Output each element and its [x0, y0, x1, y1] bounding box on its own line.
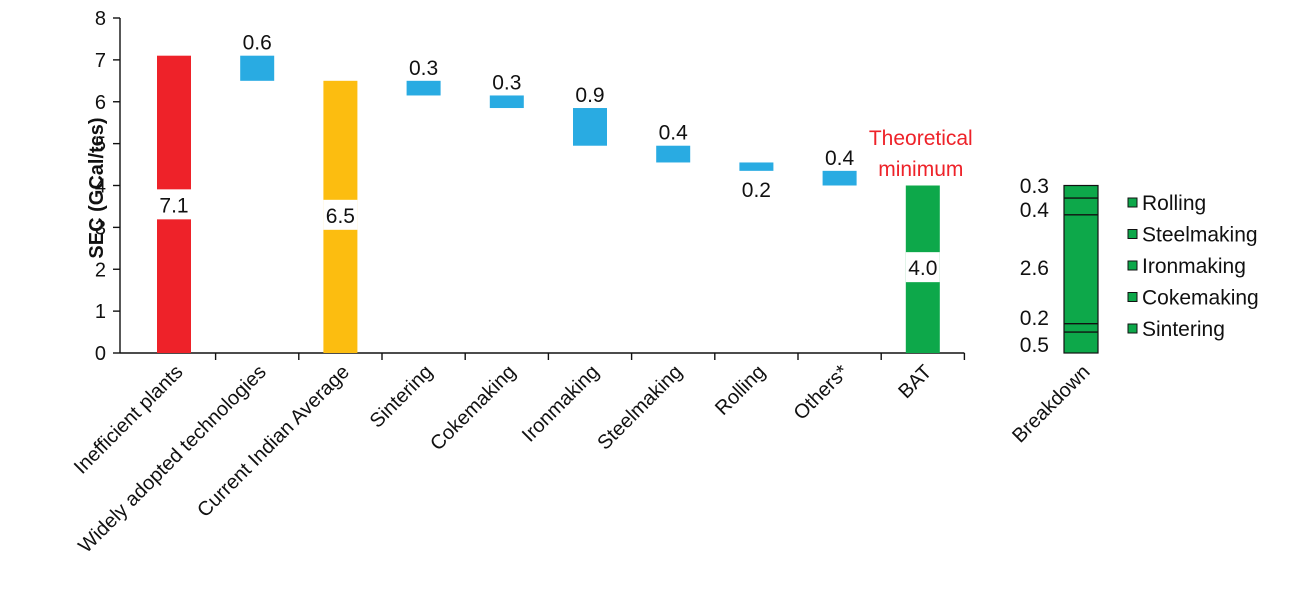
y-tick-label: 8	[95, 8, 106, 30]
bar-label-band	[157, 189, 191, 220]
data-label: 4.0	[908, 257, 937, 280]
category-label: Steelmaking	[593, 361, 686, 454]
legend-item: Sintering	[1142, 318, 1225, 341]
y-tick-label: 1	[95, 301, 106, 323]
y-tick-label: 6	[95, 92, 106, 114]
segment-label: 0.3	[1020, 175, 1049, 198]
segment-label: 0.5	[1020, 334, 1049, 357]
data-label: 7.1	[159, 194, 188, 217]
y-tick-label: 5	[95, 134, 106, 156]
data-label: 0.3	[492, 71, 521, 94]
legend-swatch	[1127, 292, 1138, 302]
annotation-theoretical: Theoretical	[869, 127, 973, 150]
bar	[822, 170, 857, 186]
data-label: 0.6	[243, 32, 272, 55]
bar	[489, 95, 524, 109]
data-label: 0.3	[409, 57, 438, 80]
bar-label-band	[323, 199, 358, 230]
bar	[656, 145, 691, 163]
y-tick-label: 0	[95, 343, 106, 365]
category-label: Ironmaking	[518, 361, 604, 447]
category-label: Current Indian Average	[193, 361, 354, 522]
y-axis-title: SEC (GCal/tcs)	[86, 117, 108, 258]
y-tick-label: 3	[95, 217, 106, 239]
legend-swatch	[1127, 323, 1138, 334]
category-label: Others*	[790, 361, 854, 425]
data-label: 0.2	[742, 179, 771, 202]
legend-swatch	[1127, 197, 1138, 208]
data-label: 6.5	[326, 205, 355, 228]
bar	[240, 55, 275, 81]
bar	[573, 108, 607, 146]
category-label-breakdown: Breakdown	[1008, 361, 1094, 447]
annotations: Theoretical minimum	[869, 127, 973, 181]
category-label: Cokemaking	[426, 361, 520, 455]
segment-label: 2.6	[1020, 257, 1049, 280]
y-tick-label: 7	[95, 50, 106, 72]
legend-swatch	[1127, 229, 1138, 239]
y-tick-label: 2	[95, 259, 106, 281]
category-label: Rolling	[711, 361, 770, 420]
annotation-minimum: minimum	[878, 158, 963, 181]
segment-label: 0.4	[1020, 199, 1050, 222]
bar	[739, 162, 774, 171]
bar-group: 7.1 0.6 6.5 0.3 0.3 0.9 0.4 0.2 0.4 4.0	[157, 32, 940, 353]
legend-item: Steelmaking	[1142, 224, 1258, 247]
data-label: 0.4	[659, 122, 689, 145]
legend-item: Ironmaking	[1142, 255, 1246, 278]
category-label: Sintering	[366, 361, 437, 432]
segment-label: 0.2	[1020, 307, 1049, 330]
y-tick-label: 4	[95, 176, 106, 198]
legend-swatch	[1127, 260, 1138, 271]
data-label: 0.4	[825, 147, 855, 170]
y-axis: 0 1 2 3 4 5 6 7 8 SEC (GCal/tcs)	[86, 8, 966, 365]
bar	[406, 80, 441, 96]
data-label: 0.9	[575, 84, 604, 107]
bar-label-band	[905, 252, 940, 283]
category-label: BAT	[894, 361, 936, 403]
legend-item: Cokemaking	[1142, 287, 1259, 310]
breakdown-panel: 0.5 0.2 2.6 0.40.3 Breakdown Rolling Steelmaki…	[1008, 175, 1259, 447]
breakdown-bar	[1063, 184, 1099, 354]
legend-item: Rolling	[1142, 192, 1206, 215]
